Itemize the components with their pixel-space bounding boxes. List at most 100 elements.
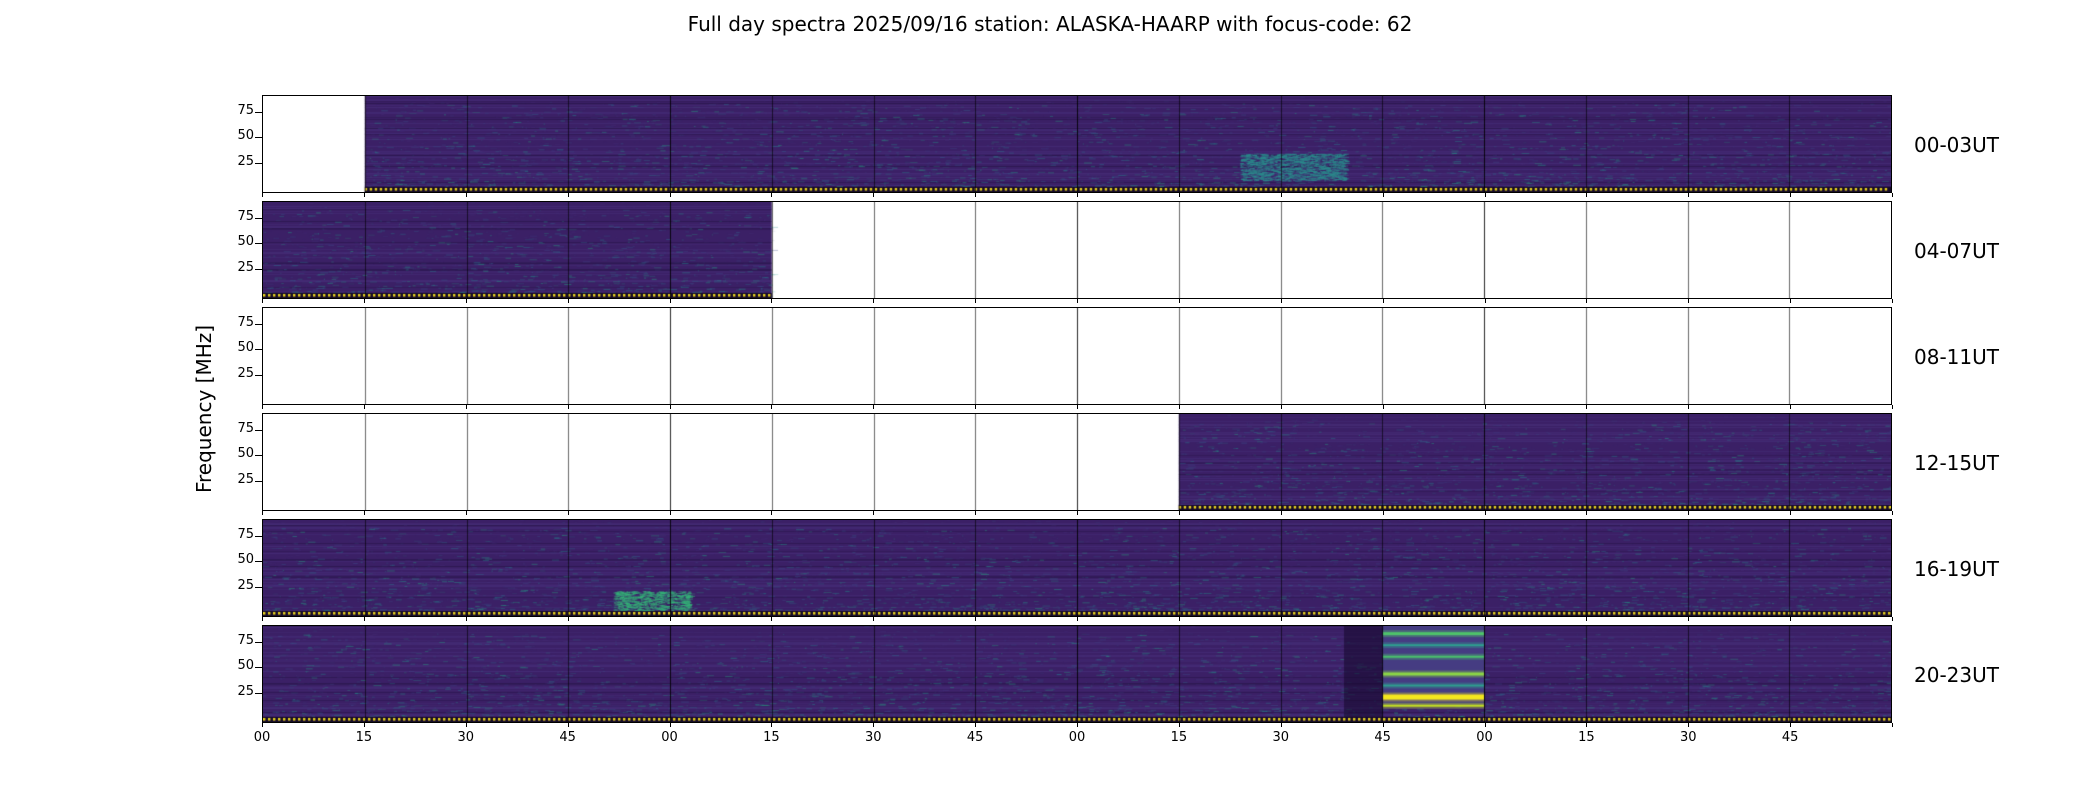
x-tick-mark [1280,723,1282,727]
x-tick-mark [873,193,875,197]
x-tick-mark [1178,723,1180,727]
x-tick-mark [1484,405,1486,409]
x-tick-label: 15 [1578,730,1595,745]
x-tick-mark [975,299,977,303]
x-tick-mark [262,405,263,409]
x-tick-mark [771,617,773,621]
y-tick-label: 50 [237,340,254,356]
x-tick-mark [1790,617,1792,621]
panel-time-label: 04-07UT [1914,239,1999,263]
y-tick-mark [255,586,262,588]
x-tick-mark [1688,299,1690,303]
figure-title: Full day spectra 2025/09/16 station: ALA… [687,12,1413,36]
x-tick-label: 15 [355,730,373,745]
x-tick-mark [1178,193,1180,197]
x-tick-mark [873,511,875,515]
x-tick-mark [1892,511,1893,515]
x-tick-mark [771,723,773,727]
x-tick-mark [669,193,671,197]
y-tick-label: 75 [237,526,254,542]
panel-time-label: 20-23UT [1914,663,1999,687]
x-tick-mark [1688,617,1690,621]
panel-time-label: 00-03UT [1914,133,1999,157]
x-tick-label: 45 [966,730,984,745]
x-tick-label: 45 [1781,730,1799,745]
y-tick-mark [255,162,262,164]
x-tick-mark [262,193,263,197]
x-tick-mark [1280,193,1282,197]
x-tick-mark [873,723,875,727]
x-tick-label: 45 [559,730,576,745]
x-tick-mark [363,299,365,303]
x-tick-label: 15 [1170,730,1188,745]
x-tick-mark [1586,405,1588,409]
x-tick-mark [1586,299,1588,303]
y-tick-label: 25 [237,153,254,169]
x-tick-mark [363,511,365,515]
x-tick-mark [1790,299,1792,303]
x-tick-mark [1688,723,1690,727]
x-tick-mark [1077,511,1078,515]
x-tick-mark [1382,299,1384,303]
y-tick-label: 25 [237,577,254,593]
y-tick-mark [255,429,262,431]
y-tick-label: 50 [237,552,254,568]
y-tick-label: 50 [237,128,254,144]
x-tick-mark [1484,299,1486,303]
x-tick-mark [1892,405,1893,409]
y-tick-mark [255,137,262,139]
x-tick-mark [1484,193,1486,197]
x-tick-mark [1892,723,1893,727]
x-tick-mark [262,511,263,515]
x-tick-label: 30 [1272,730,1290,745]
x-tick-label: 00 [661,730,678,745]
spectrogram-panel-20-23ut [262,625,1892,723]
x-tick-mark [465,193,467,197]
x-tick-mark [465,723,467,727]
x-tick-mark [1382,617,1384,621]
y-tick-mark [255,349,262,351]
x-tick-mark [1178,617,1180,621]
x-tick-mark [975,723,977,727]
x-tick-mark [1484,723,1486,727]
x-tick-mark [1077,617,1078,621]
spectrogram-canvas [263,626,1891,722]
x-tick-label: 30 [1679,730,1697,745]
x-tick-mark [1586,723,1588,727]
x-tick-mark [1586,193,1588,197]
x-tick-mark [262,617,263,621]
y-tick-mark [255,374,262,376]
spectrogram-canvas [263,414,1891,510]
x-tick-mark [1077,193,1078,197]
x-tick-mark [363,193,365,197]
x-tick-mark [771,511,773,515]
x-tick-mark [567,511,569,515]
y-tick-mark [255,561,262,563]
x-tick-mark [465,299,467,303]
x-tick-mark [669,723,671,727]
x-tick-mark [567,617,569,621]
x-tick-mark [975,405,977,409]
y-tick-label: 25 [237,471,254,487]
x-tick-mark [1688,193,1690,197]
x-tick-label: 45 [1374,730,1391,745]
y-tick-mark [255,480,262,482]
spectrogram-canvas [263,202,1891,298]
y-tick-label: 50 [237,234,254,250]
y-tick-label: 75 [237,102,254,118]
y-tick-label: 25 [237,259,254,275]
panel-time-label: 08-11UT [1914,345,1999,369]
y-tick-mark [255,535,262,537]
x-tick-mark [1484,511,1486,515]
x-tick-mark [567,405,569,409]
x-tick-mark [1178,511,1180,515]
x-tick-mark [1280,405,1282,409]
x-tick-mark [465,511,467,515]
spectrogram-panel-16-19ut [262,519,1892,617]
x-tick-mark [1077,299,1078,303]
y-tick-label: 75 [237,208,254,224]
y-tick-label: 25 [237,683,254,699]
spectrogram-panel-04-07ut [262,201,1892,299]
x-tick-mark [1077,405,1078,409]
